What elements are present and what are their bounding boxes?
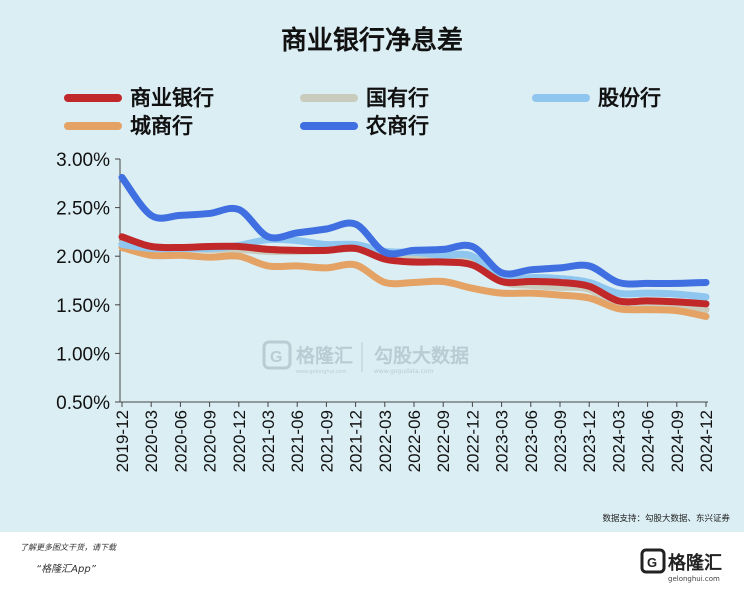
legend-swatch <box>300 94 358 102</box>
x-tick-label: 2023-06 <box>522 410 541 472</box>
y-tick-label: 1.00% <box>56 344 110 365</box>
x-tick-label: 2020-06 <box>171 410 190 472</box>
x-tick-label: 2021-03 <box>259 410 278 472</box>
x-tick-label: 2020-09 <box>201 410 220 472</box>
chart-title: 商业银行净息差 <box>280 26 463 56</box>
watermark-brand-url: www.gelonghui.com <box>296 369 347 375</box>
x-tick-label: 2023-09 <box>551 410 570 472</box>
x-tick-label: 2024-03 <box>609 410 628 472</box>
watermark: G 格隆汇 www.gelonghui.com 勾股大数据 www.goguda… <box>262 340 469 375</box>
y-tick-label: 1.50% <box>56 296 110 317</box>
legend-label: 农商行 <box>366 114 429 138</box>
gelonghui-logo: G 格隆汇 gelonghui.com <box>640 548 722 583</box>
watermark-brand: 格隆汇 <box>296 344 353 367</box>
legend-label: 商业银行 <box>130 86 214 110</box>
footer-app-name[interactable]: “格隆汇App” <box>36 564 96 575</box>
legend-swatch <box>64 122 122 130</box>
footer-logo-text: 格隆汇 <box>668 552 722 574</box>
y-tick-label: 2.50% <box>56 199 110 220</box>
series-line-商业银行 <box>118 233 710 308</box>
x-tick-label: 2024-06 <box>639 410 658 472</box>
x-tick-label: 2019-12 <box>113 410 132 472</box>
x-tick-label: 2022-03 <box>376 410 395 472</box>
x-tick-label: 2021-06 <box>288 410 307 472</box>
x-tick-label: 2021-12 <box>347 410 366 472</box>
svg-text:G: G <box>270 349 282 366</box>
axes: 0.50% 1.00% 1.50% 2.00% 2.50% 3.00% 2019-12 202… <box>56 150 716 472</box>
footer-download-note: 了解更多图文干货，请下载 <box>20 543 116 552</box>
watermark-data-url: www.gogudata.com <box>374 368 434 375</box>
legend-swatch <box>64 94 122 102</box>
source-note: 数据支持：勾股大数据、东兴证券 <box>602 514 730 524</box>
x-tick-label: 2020-12 <box>230 410 249 472</box>
chart-card: 商业银行净息差 商业银行 国有行 股份行 城商行 农商行 G 格隆汇 www.g… <box>0 0 744 532</box>
legend-swatch <box>300 122 358 130</box>
line-chart: 0.50% 1.00% 1.50% 2.00% 2.50% 3.00% 2019-12 202… <box>56 150 716 472</box>
watermark-data-brand: 勾股大数据 <box>374 344 469 367</box>
svg-text:G: G <box>647 555 657 570</box>
legend-swatch <box>532 94 590 102</box>
legend-label: 股份行 <box>598 86 661 110</box>
x-tick-label: 2023-12 <box>580 410 599 472</box>
legend-label: 国有行 <box>366 86 429 110</box>
x-tick-label: 2022-09 <box>434 410 453 472</box>
series-line-城商行 <box>118 243 710 320</box>
y-tick-label: 2.00% <box>56 247 110 268</box>
x-tick-label: 2022-06 <box>405 410 424 472</box>
footer-logo-url: gelonghui.com <box>668 575 720 583</box>
y-tick-label: 0.50% <box>56 393 110 414</box>
series-line-农商行 <box>118 173 710 288</box>
series-layer <box>118 173 710 320</box>
x-tick-label: 2023-03 <box>493 410 512 472</box>
x-tick-label: 2024-12 <box>697 410 716 472</box>
x-tick-label: 2021-09 <box>317 410 336 472</box>
y-tick-label: 3.00% <box>56 150 110 171</box>
x-tick-label: 2020-03 <box>142 410 161 472</box>
x-tick-label: 2022-12 <box>463 410 482 472</box>
legend-label: 城商行 <box>130 114 193 138</box>
x-tick-label: 2024-09 <box>668 410 687 472</box>
